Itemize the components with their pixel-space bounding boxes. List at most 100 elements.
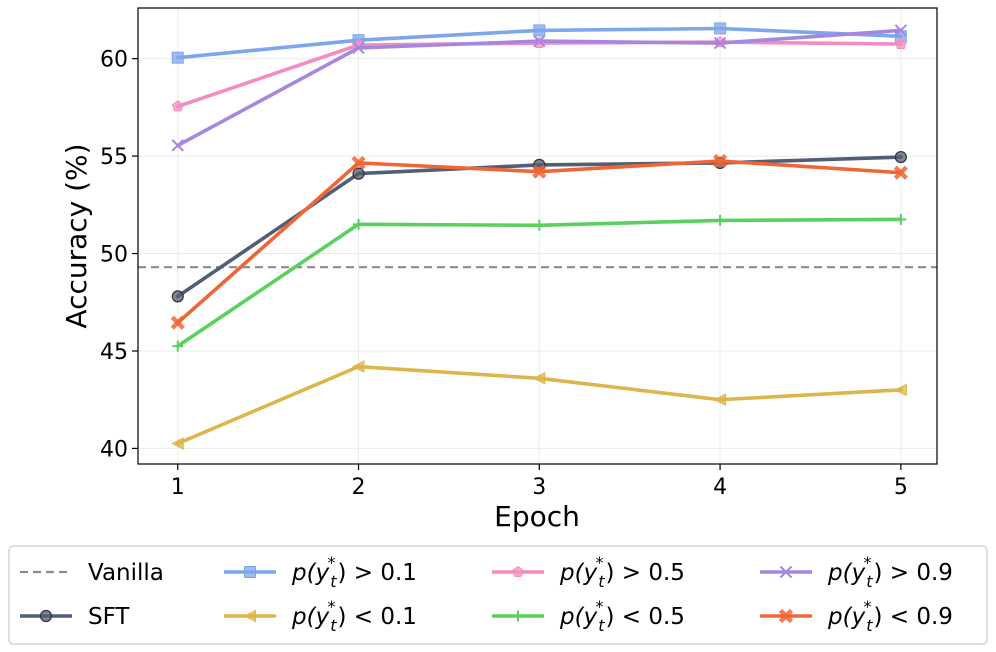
x-tick-label: 5	[894, 475, 908, 500]
legend-marker-gt05	[512, 565, 524, 577]
legend-text-prefix: p(y	[559, 604, 598, 630]
data-point-lt09	[351, 155, 366, 171]
data-point-gt05	[895, 37, 907, 49]
legend-item-gt01: p(yt*) > 0.1	[224, 553, 417, 591]
marker-triangle	[243, 609, 256, 623]
marker-triangle	[351, 360, 365, 373]
marker-circle	[171, 290, 184, 303]
y-tick-label: 55	[100, 145, 128, 170]
marker-triangle	[894, 383, 907, 397]
data-point-gt01	[714, 22, 727, 35]
legend-label-lt09: p(yt*) < 0.9	[827, 597, 953, 635]
plot-frame	[137, 7, 938, 465]
marker-triangle	[713, 393, 727, 407]
legend-item-lt05: p(yt*) < 0.5	[492, 597, 685, 635]
x-tick-label: 1	[171, 475, 185, 500]
data-point-lt05	[533, 219, 545, 231]
data-point-lt01	[713, 393, 727, 407]
marker-pentagon	[895, 37, 907, 49]
marker-triangle	[532, 371, 546, 385]
series-lt05	[172, 213, 907, 352]
legend-item-gt05: p(yt*) > 0.5	[492, 553, 685, 591]
legend-text-prefix: p(y	[291, 560, 330, 586]
series-lt01	[171, 360, 907, 450]
legend-text: Vanilla	[88, 560, 164, 586]
legend-superscript: *	[327, 597, 335, 616]
legend-subscript: t	[330, 616, 337, 635]
marker-square	[171, 51, 184, 64]
series-gt09	[171, 24, 908, 152]
marker-xfilled-b	[532, 164, 547, 179]
data-point-lt01	[532, 371, 546, 385]
data-point-gt09	[713, 36, 727, 50]
legend-text-suffix: ) < 0.9	[873, 604, 952, 630]
legend-marker-lt09	[778, 608, 794, 624]
legend-superscript: *	[863, 553, 871, 572]
data-point-lt05	[714, 214, 726, 226]
data-point-lt09	[893, 165, 908, 180]
x-tick-label: 2	[352, 475, 366, 500]
data-point-gt01	[171, 51, 184, 64]
legend-text-suffix: ) > 0.1	[337, 560, 416, 586]
legend-label-sft: SFT	[88, 604, 130, 630]
marker-xfilled-b	[893, 165, 908, 180]
x-axis-label: Epoch	[494, 500, 580, 533]
data-point-gt01	[533, 24, 546, 37]
y-tick-label: 60	[100, 48, 128, 73]
x-tick-label: 3	[532, 475, 546, 500]
series-lines	[170, 22, 908, 450]
marker-x-b	[171, 139, 184, 152]
marker-x-b	[533, 34, 546, 48]
marker-pentagon	[171, 100, 184, 112]
data-point-lt01	[894, 383, 907, 397]
legend-subscript: t	[866, 572, 873, 591]
legend-text-suffix: ) < 0.1	[337, 604, 416, 630]
data-point-lt05	[353, 218, 365, 230]
legend-text-suffix: ) > 0.5	[605, 560, 684, 586]
legend-item-sft: SFT	[20, 604, 130, 630]
y-tick-label: 50	[100, 243, 128, 268]
legend-subscript: t	[598, 616, 605, 635]
data-point-sft	[171, 290, 184, 303]
data-point-gt09	[171, 139, 184, 152]
legend-subscript: t	[330, 572, 337, 591]
data-point-lt09	[170, 315, 185, 330]
legend-label-gt09: p(yt*) > 0.9	[827, 553, 953, 591]
legend-marker-lt05	[512, 610, 524, 622]
marker-square	[533, 24, 546, 37]
data-point-gt09	[894, 24, 908, 37]
legend-item-gt09: p(yt*) > 0.9	[760, 553, 953, 591]
legend-marker-sft	[39, 609, 53, 623]
x-tick-label: 4	[713, 475, 727, 500]
marker-x-b	[352, 41, 365, 55]
legend-text-suffix: ) < 0.5	[605, 604, 684, 630]
legend-label-gt01: p(yt*) > 0.1	[291, 553, 417, 591]
legend-subscript: t	[598, 572, 605, 591]
y-tick-label: 40	[100, 437, 128, 462]
legend-marker-gt09	[779, 565, 793, 579]
marker-square	[244, 566, 256, 578]
data-point-gt05	[171, 100, 184, 112]
marker-x-b	[894, 24, 908, 37]
marker-circle	[894, 150, 907, 164]
data-point-gt09	[352, 41, 365, 55]
marker-x-b	[779, 565, 793, 579]
legend-label-gt05: p(yt*) > 0.5	[559, 553, 685, 591]
legend-superscript: *	[595, 597, 603, 616]
marker-xfilled-b	[712, 153, 728, 169]
y-tick-label: 45	[100, 340, 128, 365]
legend-text-prefix: p(y	[827, 560, 866, 586]
legend-text: SFT	[88, 604, 130, 630]
y-axis-label: Accuracy (%)	[60, 143, 93, 328]
data-point-lt01	[171, 437, 184, 450]
data-point-lt05	[895, 213, 907, 225]
data-point-sft	[352, 167, 365, 180]
legend-label-vanilla: Vanilla	[88, 560, 164, 586]
legend-superscript: *	[863, 597, 871, 616]
marker-circle	[352, 167, 365, 180]
marker-xfilled-b	[351, 155, 366, 171]
legend-item-lt01: p(yt*) < 0.1	[224, 597, 417, 635]
marker-circle	[39, 609, 53, 623]
legend: Vanilla p(yt*) > 0.1 p(yt*) > 0.5 p(yt*) > …	[8, 545, 988, 645]
legend-label-lt01: p(yt*) < 0.1	[291, 597, 417, 635]
